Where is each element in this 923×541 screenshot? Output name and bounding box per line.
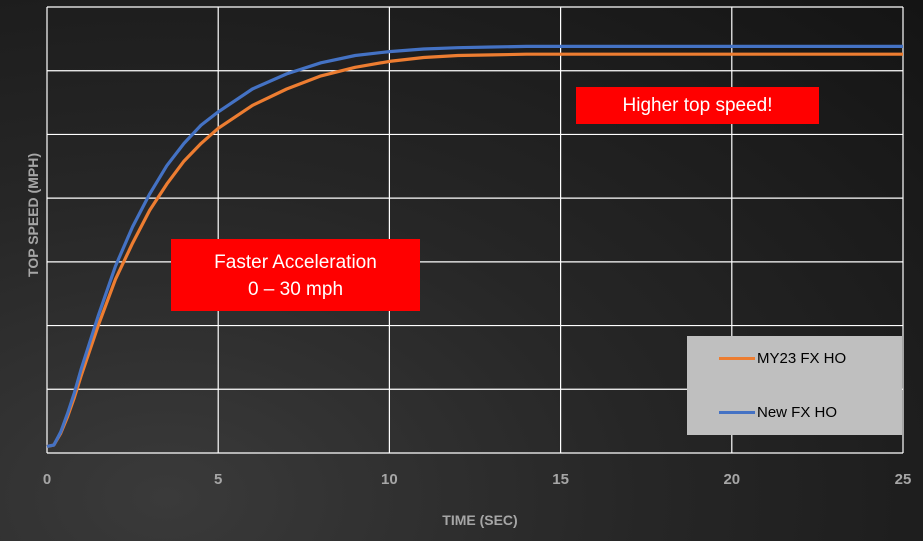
top-speed-callout-text: Higher top speed!	[622, 95, 773, 116]
legend-swatch-my23	[719, 356, 755, 360]
x-tick-label: 10	[381, 471, 398, 488]
x-axis-ticks: 0 5 10 15 20 25	[43, 471, 912, 488]
x-tick-label: 15	[552, 471, 569, 488]
x-tick-label: 25	[895, 471, 912, 488]
legend-item-my23: MY23 FX HO	[719, 348, 846, 368]
x-tick-label: 0	[43, 471, 51, 488]
acceleration-callout-line2: 0 – 30 mph	[247, 279, 344, 300]
top-speed-callout: Higher top speed!	[576, 87, 819, 124]
legend-item-new: New FX HO	[719, 402, 837, 422]
series-line-new-fx-ho	[46, 44, 903, 448]
gridlines	[46, 6, 904, 454]
legend-swatch-new	[719, 410, 755, 414]
acceleration-callout-line1: Faster Acceleration	[214, 252, 377, 273]
x-axis-title: TIME (SEC)	[442, 512, 517, 528]
legend-label-new: New FX HO	[757, 403, 838, 421]
x-tick-label: 5	[214, 471, 222, 488]
legend-label-my23: MY23 FX HO	[757, 349, 847, 367]
acceleration-callout: Faster Acceleration 0 – 30 mph	[171, 239, 420, 311]
x-tick-label: 20	[723, 471, 740, 488]
chart-legend: MY23 FX HO New FX HO	[687, 336, 902, 435]
y-axis-title: TOP SPEED (MPH)	[25, 153, 41, 277]
series-layer	[46, 44, 903, 448]
